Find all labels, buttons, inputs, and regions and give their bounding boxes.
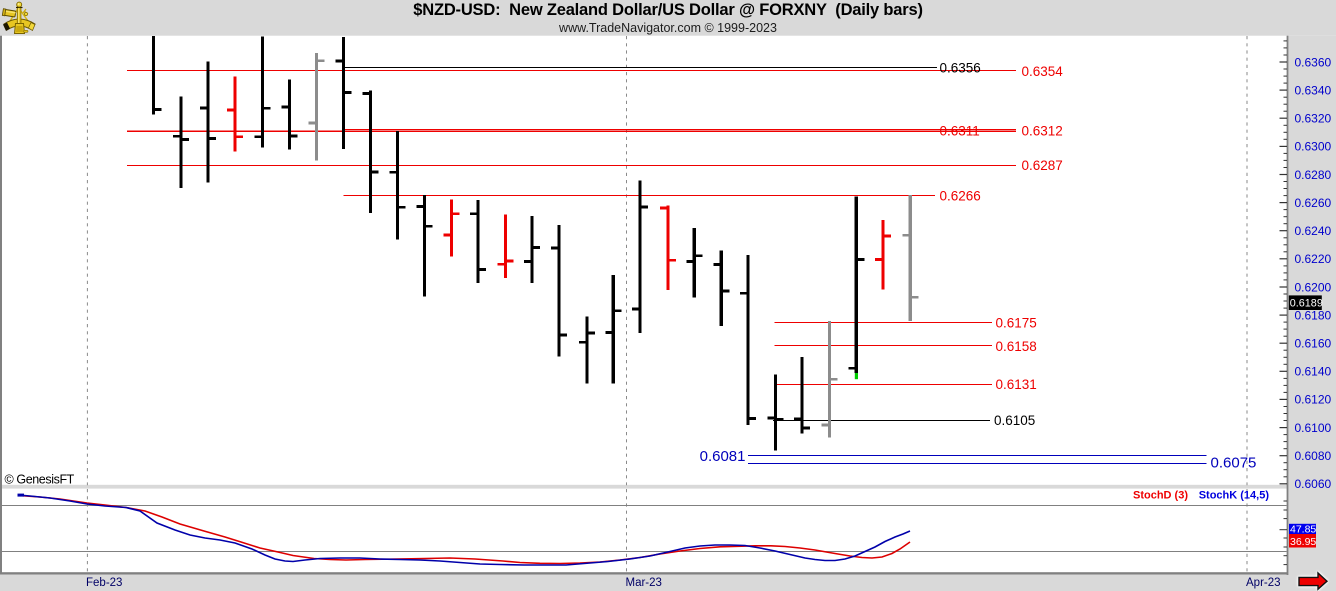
- svg-text:0.6158: 0.6158: [996, 339, 1037, 354]
- svg-text:36.95: 36.95: [1290, 536, 1316, 548]
- svg-text:0.6240: 0.6240: [1295, 224, 1332, 238]
- svg-text:0.6300: 0.6300: [1295, 140, 1332, 154]
- svg-text:0.6356: 0.6356: [940, 60, 981, 75]
- svg-text:Apr-23: Apr-23: [1246, 577, 1281, 589]
- svg-text:Feb-23: Feb-23: [86, 577, 122, 589]
- svg-text:0.6160: 0.6160: [1295, 337, 1332, 351]
- svg-text:Mar-23: Mar-23: [626, 577, 662, 589]
- svg-text:0.6340: 0.6340: [1295, 83, 1332, 97]
- svg-text:0.6287: 0.6287: [1022, 158, 1063, 173]
- svg-text:0.6280: 0.6280: [1295, 168, 1332, 182]
- svg-text:0.6360: 0.6360: [1295, 55, 1332, 69]
- svg-text:StochD (3): StochD (3): [1133, 490, 1188, 502]
- svg-text:0.6266: 0.6266: [940, 188, 981, 203]
- svg-text:© GenesisFT: © GenesisFT: [5, 473, 75, 487]
- svg-text:0.6080: 0.6080: [1295, 449, 1332, 463]
- svg-text:0.6175: 0.6175: [996, 315, 1037, 330]
- svg-text:0.6120: 0.6120: [1295, 393, 1332, 407]
- svg-text:0.6105: 0.6105: [994, 413, 1035, 428]
- svg-text:0.6220: 0.6220: [1295, 252, 1332, 266]
- svg-text:0.6320: 0.6320: [1295, 112, 1332, 126]
- svg-text:0.6140: 0.6140: [1295, 365, 1332, 379]
- svg-text:0.6354: 0.6354: [1022, 64, 1064, 79]
- svg-text:0.6100: 0.6100: [1295, 421, 1332, 435]
- svg-text:0.6081: 0.6081: [700, 448, 746, 465]
- svg-text:StochK (14,5): StochK (14,5): [1199, 490, 1270, 502]
- svg-text:0.6060: 0.6060: [1295, 477, 1332, 491]
- svg-text:0.6311: 0.6311: [940, 124, 980, 139]
- svg-text:0.6260: 0.6260: [1295, 196, 1332, 210]
- svg-text:0.6189: 0.6189: [1290, 298, 1323, 310]
- svg-text:0.6312: 0.6312: [1022, 124, 1063, 139]
- svg-text:0.6180: 0.6180: [1295, 308, 1332, 322]
- svg-text:0.6075: 0.6075: [1211, 455, 1257, 472]
- svg-text:47.85: 47.85: [1290, 524, 1316, 536]
- svg-text:0.6131: 0.6131: [996, 377, 1037, 392]
- svg-text:0.6200: 0.6200: [1295, 280, 1332, 294]
